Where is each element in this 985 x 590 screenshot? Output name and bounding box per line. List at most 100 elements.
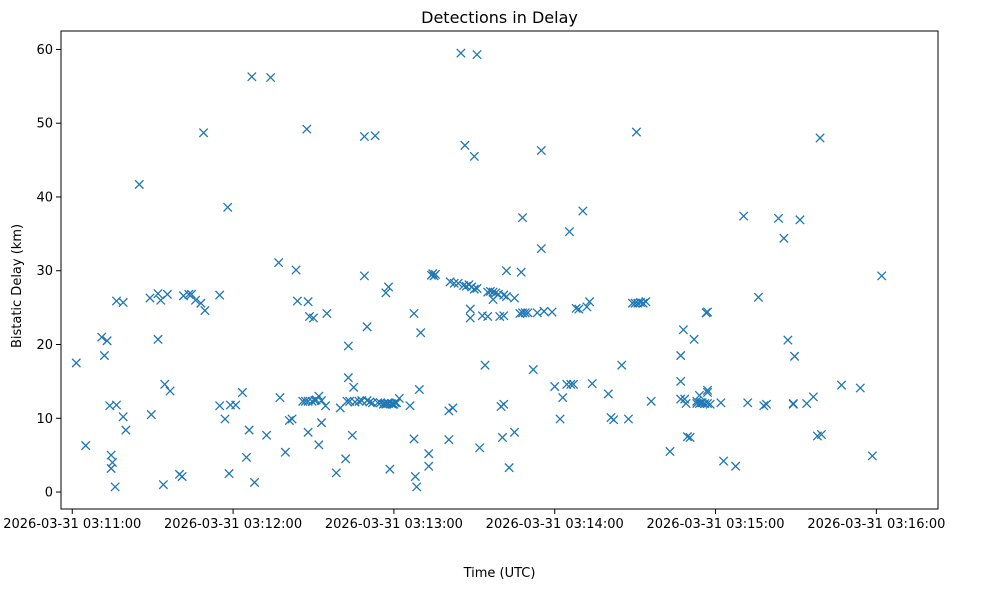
detection-marker xyxy=(80,440,91,451)
detection-marker xyxy=(409,434,419,444)
detection-marker xyxy=(261,430,272,440)
detection-marker xyxy=(342,396,352,406)
x-tick-label: 2026-03-31 03:15:00 xyxy=(646,517,784,532)
data-markers xyxy=(71,48,887,492)
detection-marker xyxy=(412,482,422,492)
x-tick-label: 2026-03-31 03:11:00 xyxy=(3,517,141,532)
detection-marker xyxy=(303,297,313,307)
detection-marker xyxy=(702,387,713,398)
detection-marker xyxy=(165,386,175,396)
detection-marker xyxy=(223,202,233,212)
detection-marker xyxy=(118,412,128,422)
detection-marker xyxy=(702,398,713,409)
y-tick-label: 40 xyxy=(36,190,53,205)
detection-marker xyxy=(689,334,699,344)
detection-marker xyxy=(383,282,394,292)
detection-marker xyxy=(582,302,592,312)
detection-marker xyxy=(273,257,284,268)
detection-marker xyxy=(153,334,163,344)
detection-marker xyxy=(685,432,695,443)
detection-marker xyxy=(134,179,144,190)
detection-marker xyxy=(877,271,887,281)
y-tick-label: 0 xyxy=(45,486,53,501)
detection-marker xyxy=(314,391,324,401)
detection-marker xyxy=(499,290,509,300)
detection-marker xyxy=(275,392,285,403)
detection-marker xyxy=(320,401,331,411)
detection-marker xyxy=(349,382,359,392)
detection-marker xyxy=(578,206,588,216)
detection-marker xyxy=(302,124,312,134)
detection-marker xyxy=(322,308,332,319)
detection-marker xyxy=(536,243,546,254)
detection-marker xyxy=(354,396,364,406)
detection-marker xyxy=(224,468,234,479)
detection-marker xyxy=(196,298,206,308)
detection-marker xyxy=(409,308,419,319)
detection-marker xyxy=(475,443,485,453)
detection-marker xyxy=(110,482,120,492)
detection-marker xyxy=(488,287,498,297)
detection-marker xyxy=(472,49,482,60)
detection-marker xyxy=(638,298,648,308)
detection-marker xyxy=(178,291,189,301)
detection-marker xyxy=(509,293,520,303)
detection-marker xyxy=(362,395,372,406)
detection-marker xyxy=(568,379,579,389)
detection-marker xyxy=(241,452,252,463)
detection-marker xyxy=(444,406,454,416)
plot-frame xyxy=(60,30,939,510)
detection-marker xyxy=(555,414,565,424)
detection-marker xyxy=(424,449,434,459)
detection-marker xyxy=(244,425,254,435)
detection-marker xyxy=(153,288,163,299)
detection-marker xyxy=(359,131,370,142)
detection-marker xyxy=(340,454,351,464)
detection-marker xyxy=(682,432,693,442)
detection-marker xyxy=(539,306,549,316)
detection-marker xyxy=(247,72,257,82)
detection-marker xyxy=(287,414,297,424)
detection-marker xyxy=(603,389,613,399)
detection-marker xyxy=(99,350,110,361)
detection-marker xyxy=(71,358,81,368)
detection-marker xyxy=(694,390,705,401)
detection-marker xyxy=(472,283,482,294)
detection-marker xyxy=(681,398,691,409)
detection-marker xyxy=(716,398,726,408)
detection-marker xyxy=(370,131,380,141)
detection-marker xyxy=(759,401,769,411)
detection-marker xyxy=(414,384,425,395)
detection-marker xyxy=(158,479,169,490)
detection-marker xyxy=(215,290,225,300)
detection-marker xyxy=(308,313,319,323)
detection-marker xyxy=(381,288,391,298)
detection-marker xyxy=(102,336,112,346)
detection-marker xyxy=(631,127,642,137)
detection-marker xyxy=(491,288,501,298)
detection-marker xyxy=(517,212,528,223)
x-axis-label: Time (UTC) xyxy=(463,566,536,581)
detection-marker xyxy=(316,418,327,428)
detection-marker xyxy=(558,392,568,403)
detection-marker xyxy=(292,296,303,306)
detection-marker xyxy=(564,226,575,237)
detection-marker xyxy=(106,463,116,474)
detection-marker xyxy=(186,289,197,300)
detection-marker xyxy=(789,351,800,361)
detection-marker xyxy=(249,477,260,488)
detection-marker xyxy=(160,379,170,389)
detection-marker xyxy=(200,305,210,316)
detection-marker xyxy=(331,468,341,478)
detection-marker xyxy=(385,464,395,474)
detection-marker xyxy=(676,350,686,361)
detection-marker xyxy=(617,360,627,370)
detection-marker xyxy=(718,456,729,466)
detection-marker xyxy=(343,341,353,351)
detection-marker xyxy=(773,213,784,224)
detection-marker xyxy=(359,271,370,281)
detection-marker xyxy=(739,211,749,221)
detection-marker xyxy=(509,427,520,437)
detection-marker xyxy=(836,380,847,390)
